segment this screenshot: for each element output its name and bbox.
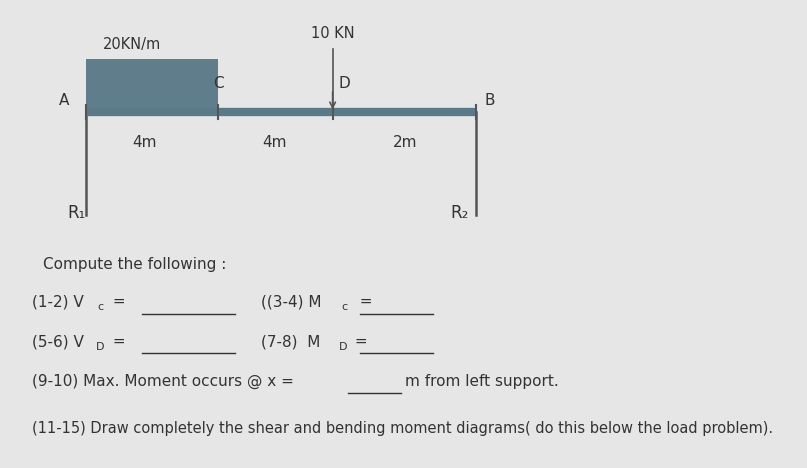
Text: B: B bbox=[484, 93, 495, 108]
Text: R₂: R₂ bbox=[450, 204, 469, 222]
Text: R₁: R₁ bbox=[67, 204, 86, 222]
Text: D: D bbox=[96, 342, 104, 352]
Text: 2m: 2m bbox=[392, 135, 417, 150]
Text: A: A bbox=[59, 93, 69, 108]
Text: C: C bbox=[213, 76, 224, 91]
Text: =: = bbox=[108, 334, 125, 349]
Text: =: = bbox=[108, 294, 125, 309]
Text: 10 KN: 10 KN bbox=[311, 26, 354, 41]
Text: c: c bbox=[98, 302, 104, 313]
Text: 4m: 4m bbox=[132, 135, 157, 150]
Bar bbox=[86, 58, 218, 112]
Text: =: = bbox=[350, 294, 373, 309]
Text: 20KN/m: 20KN/m bbox=[102, 37, 161, 52]
Text: (11-15) Draw completely the shear and bending moment diagrams( do this below the: (11-15) Draw completely the shear and be… bbox=[31, 421, 773, 436]
Text: (7-8)  M: (7-8) M bbox=[261, 334, 320, 349]
Text: 4m: 4m bbox=[262, 135, 286, 150]
Text: D: D bbox=[339, 342, 348, 352]
Text: Compute the following :: Compute the following : bbox=[43, 257, 226, 272]
Text: ((3-4) M: ((3-4) M bbox=[261, 294, 322, 309]
Text: (9-10) Max. Moment occurs @ x =: (9-10) Max. Moment occurs @ x = bbox=[31, 374, 294, 389]
Text: (1-2) V: (1-2) V bbox=[31, 294, 83, 309]
Text: m from left support.: m from left support. bbox=[404, 374, 558, 389]
Text: =: = bbox=[350, 334, 368, 349]
Text: (5-6) V: (5-6) V bbox=[31, 334, 84, 349]
Text: D: D bbox=[339, 76, 350, 91]
Text: c: c bbox=[341, 302, 347, 313]
